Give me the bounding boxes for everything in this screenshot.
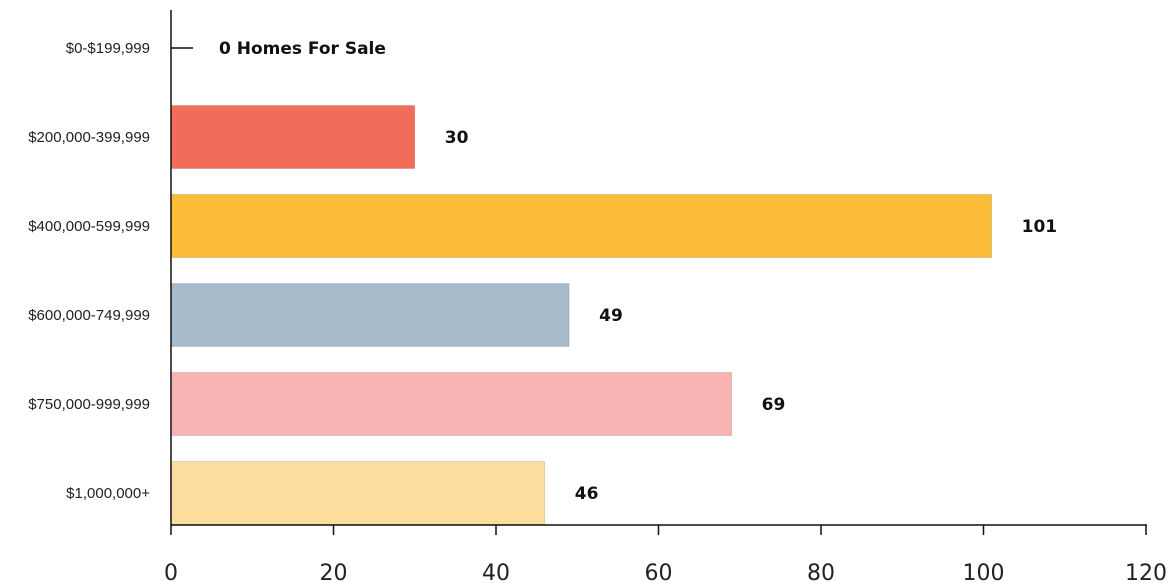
x-tick-label: 60 [645, 561, 673, 583]
bar [170, 105, 416, 169]
bar [170, 194, 993, 258]
value-label: 101 [1022, 217, 1058, 237]
category-label: $750,000-999,999 [28, 396, 150, 413]
x-tick-label: 80 [807, 561, 835, 583]
bar [170, 283, 570, 347]
x-axis-ticks-group: 0 20 40 60 80 100 120 [164, 525, 1167, 583]
value-label: 30 [445, 128, 469, 148]
category-label: $200,000-399,999 [28, 129, 150, 146]
x-tick-label: 20 [320, 561, 348, 583]
bar [170, 372, 733, 436]
x-tick-label: 100 [963, 561, 1005, 583]
bars-group [170, 47, 993, 525]
category-label: $0-$199,999 [66, 40, 150, 57]
category-labels-group: $0-$199,999 $200,000-399,999 $400,000-599,… [28, 40, 150, 502]
category-label: $400,000-599,999 [28, 218, 150, 235]
category-label: $600,000-749,999 [28, 307, 150, 324]
x-tick-label: 120 [1125, 561, 1167, 583]
category-label: $1,000,000+ [66, 485, 150, 502]
value-labels-group: 0 Homes For Sale 30 101 49 69 46 [219, 39, 1057, 504]
x-tick-label: 0 [164, 561, 178, 583]
bar [170, 461, 546, 525]
value-label: 0 Homes For Sale [219, 39, 386, 59]
value-label: 46 [575, 484, 599, 504]
x-tick-label: 40 [482, 561, 510, 583]
value-label: 69 [762, 395, 786, 415]
value-label: 49 [599, 306, 623, 326]
